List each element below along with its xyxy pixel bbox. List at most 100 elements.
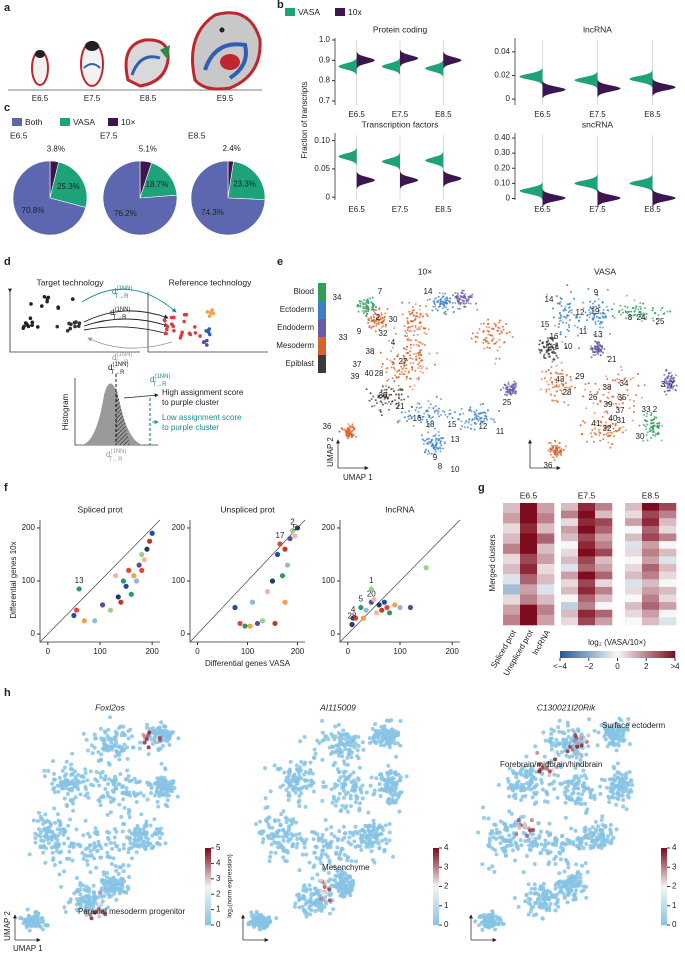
point-label: 17 [276, 531, 285, 540]
umap-point [380, 365, 383, 368]
umap-point [50, 850, 55, 855]
umap-point [498, 841, 503, 846]
umap-point [607, 800, 612, 805]
umap-point [609, 446, 612, 449]
umap-point [272, 763, 277, 768]
umap-point [401, 313, 404, 316]
umap-point [428, 452, 431, 455]
umap-point [639, 301, 642, 304]
umap-point [425, 313, 428, 316]
umap-point [459, 428, 462, 431]
umap-point [122, 805, 127, 810]
umap-point [561, 321, 564, 324]
umap-point [330, 800, 335, 805]
umap-point [503, 393, 506, 396]
umap-point [129, 778, 134, 783]
umap-point [663, 373, 666, 376]
umap-point [105, 812, 110, 817]
umap-point [582, 781, 587, 786]
violin [443, 51, 462, 70]
umap-point [155, 799, 160, 804]
scatter-point [81, 618, 87, 624]
umap-point [274, 830, 279, 835]
umap-point [73, 784, 78, 789]
umap-point [611, 379, 614, 382]
umap-point [116, 871, 121, 876]
umap-point [597, 347, 600, 350]
umap-point [401, 373, 404, 376]
umap-point [108, 715, 113, 720]
umap-point [461, 425, 464, 428]
umap-point [432, 407, 435, 410]
cluster-label: 35 [618, 393, 627, 402]
umap-point [603, 411, 606, 414]
colorbar-step [614, 651, 618, 658]
umap-point [437, 439, 440, 442]
umap-point [519, 843, 524, 848]
umap-point [98, 855, 103, 860]
umap-point [315, 872, 320, 877]
umap-point [594, 340, 597, 343]
legend-swatch [60, 118, 70, 126]
umap-point [550, 449, 553, 452]
umap-point [635, 306, 638, 309]
umap-point [303, 784, 308, 789]
umap-point [406, 345, 409, 348]
umap-point [491, 327, 494, 330]
scatter-point [381, 599, 387, 605]
umap-point [630, 783, 635, 788]
umap-point [409, 362, 412, 365]
umap-point [606, 288, 609, 291]
umap-point [66, 836, 71, 841]
umap-point [430, 419, 433, 422]
umap-point [599, 312, 602, 315]
umap-point [33, 919, 38, 924]
umap-point [395, 741, 400, 746]
umap-point [379, 410, 382, 413]
umap-point [64, 759, 69, 764]
umap-point [539, 388, 542, 391]
umap-point [673, 379, 676, 382]
umap-point [349, 740, 354, 745]
umap-point [547, 346, 550, 349]
umap-point [374, 399, 377, 402]
umap-point [364, 790, 369, 795]
cluster-label: 32 [379, 329, 388, 338]
umap-point [88, 849, 93, 854]
umap-point [387, 745, 392, 750]
umap-point [426, 453, 429, 456]
lineage-label: Epiblast [286, 359, 315, 368]
heatmap-cell [561, 525, 579, 534]
umap-point [546, 337, 549, 340]
umap-point [145, 722, 150, 727]
distance-sub: T→R [112, 315, 127, 321]
heatmap-cell [659, 503, 677, 511]
umap-point [498, 357, 501, 360]
umap-point [358, 801, 363, 806]
umap-point [349, 755, 354, 760]
umap-point [581, 420, 584, 423]
umap-point [121, 797, 126, 802]
distance-sup: (1NN) [114, 307, 130, 313]
heatmap-cell [520, 564, 538, 575]
umap-point [566, 373, 569, 376]
umap-point [126, 728, 131, 733]
umap-point [109, 889, 114, 894]
umap-point [400, 411, 403, 414]
umap-point [105, 734, 110, 739]
umap-point [614, 802, 619, 807]
umap-point [52, 833, 57, 838]
umap-point [70, 858, 75, 863]
umap-point [176, 736, 181, 741]
umap-point [62, 774, 67, 779]
umap-point [398, 743, 403, 748]
umap-point [417, 376, 420, 379]
umap-point [584, 311, 587, 314]
umap-point [470, 410, 473, 413]
umap-point [451, 306, 454, 309]
umap-point [91, 890, 96, 895]
colorbar-step [603, 651, 607, 658]
umap-point [645, 420, 648, 423]
umap-point-expressed [321, 892, 326, 897]
